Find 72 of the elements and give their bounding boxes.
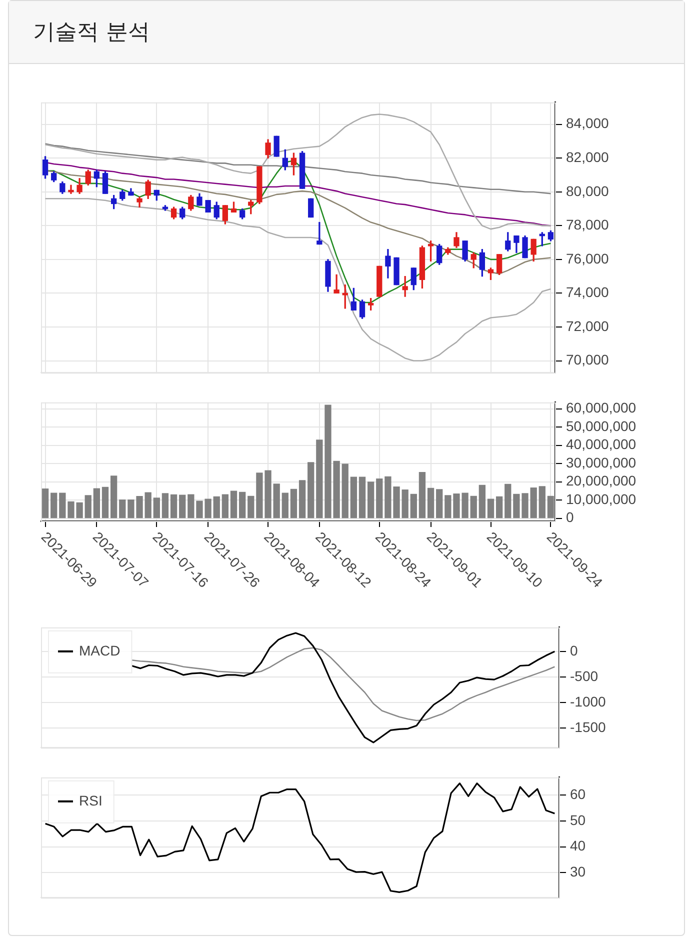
y-tick-label: 20,000,000 [566, 472, 636, 489]
y-tick-label: 40,000,000 [566, 436, 636, 452]
y-tick-label: 30 [570, 863, 586, 880]
bar [230, 490, 238, 518]
bar [358, 476, 366, 518]
y-tick-label: -500 [570, 668, 598, 684]
bar [410, 494, 417, 518]
bar [444, 495, 452, 518]
candlestick [334, 274, 340, 294]
bar [50, 492, 58, 518]
bar [282, 492, 288, 518]
bar [84, 495, 92, 518]
bar [110, 476, 118, 518]
bar [93, 488, 100, 518]
bar [162, 493, 169, 518]
bar [170, 494, 178, 518]
y-tick-label: 60,000,000 [566, 400, 636, 416]
bar [119, 500, 126, 518]
bar [402, 489, 408, 518]
y-tick-label: 60 [570, 786, 586, 802]
bar [342, 464, 348, 518]
y-tick-label: 74,000 [566, 284, 610, 300]
y-tick-label: 0 [570, 642, 578, 658]
chart-title: 기술적 분석 [33, 19, 150, 47]
y-tick-label: 70,000 [566, 352, 610, 368]
bar [248, 496, 254, 518]
bar [144, 492, 152, 518]
bar [298, 480, 306, 518]
y-tick-label: 50 [570, 812, 586, 828]
y-tick-label: 76,000 [566, 250, 610, 266]
y-tick-label: 84,000 [566, 115, 610, 132]
bar [367, 482, 374, 518]
bar [213, 496, 220, 518]
y-tick-label: 80,000 [566, 182, 610, 199]
bar [153, 498, 160, 518]
bar [42, 488, 49, 518]
candlestick [68, 184, 74, 194]
y-tick-label: 10,000,000 [566, 490, 636, 507]
y-tick-label: 0 [566, 509, 574, 526]
bar [102, 486, 109, 518]
bar [290, 488, 298, 518]
bar [273, 484, 280, 518]
bar [350, 476, 358, 518]
legend-label: RSI [79, 792, 102, 808]
y-tick-label: 78,000 [566, 216, 610, 233]
bar [530, 487, 537, 518]
y-tick-label: 82,000 [566, 148, 610, 165]
legend-label: MACD [79, 642, 120, 658]
bar [222, 494, 229, 518]
y-tick-label: 30,000,000 [566, 454, 636, 470]
y-tick-label: -1500 [570, 719, 606, 736]
y-tick-label: 50,000,000 [566, 418, 636, 434]
bar [238, 492, 246, 518]
bar [427, 488, 434, 518]
bar [179, 494, 186, 518]
bar [436, 489, 443, 518]
y-tick-label: 40 [570, 838, 586, 854]
bar [188, 494, 194, 518]
bar [59, 492, 66, 518]
bar [308, 462, 314, 518]
bar [538, 486, 546, 518]
bar [496, 496, 503, 518]
bar [504, 484, 512, 518]
bar [487, 498, 494, 518]
bar [478, 484, 486, 518]
bar [470, 496, 477, 518]
bar [547, 496, 554, 518]
bar [316, 440, 323, 518]
bar [376, 478, 383, 518]
y-tick-label: -1000 [570, 693, 606, 710]
bar [418, 472, 426, 518]
y-tick-label: 72,000 [566, 318, 610, 334]
